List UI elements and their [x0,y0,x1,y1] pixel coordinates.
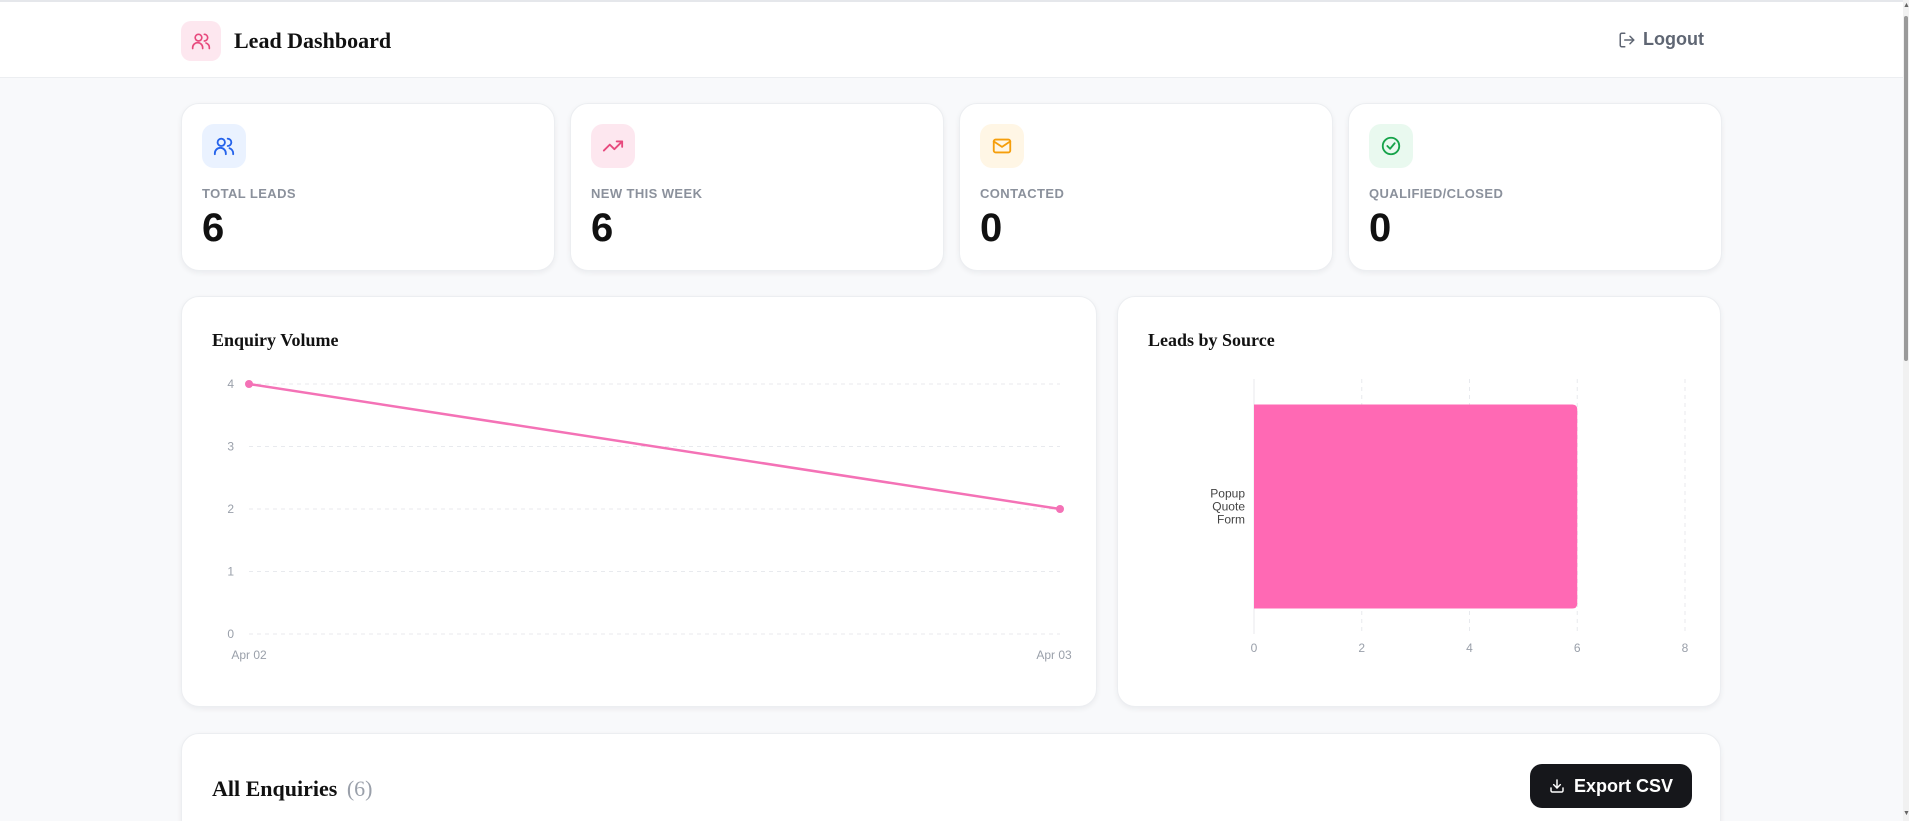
leads-by-source-chart: 0 2 4 6 8 Popup Quote Form [1210,379,1689,655]
category-label: Popup Quote Form [1210,487,1245,527]
category-label-line: Quote [1212,500,1245,514]
stat-card-new-this-week: NEW THIS WEEK 6 [570,103,944,271]
stat-value: 0 [1369,206,1392,250]
stat-label: QUALIFIED/CLOSED [1369,186,1504,201]
page-scrollbar[interactable]: ▲ ▼ [1903,0,1909,821]
y-tick-label: 0 [227,627,234,641]
x-tick-label: 8 [1682,641,1689,655]
mail-icon [980,124,1024,168]
trending-up-icon [591,124,635,168]
enquiry-volume-chart: 0 1 2 3 4 Apr 02 Apr 03 [227,377,1072,662]
stat-label: NEW THIS WEEK [591,186,703,201]
logout-label: Logout [1643,29,1704,49]
chart-title: Leads by Source [1148,330,1275,350]
stat-label: TOTAL LEADS [202,186,296,201]
export-csv-label: Export CSV [1573,775,1674,796]
export-csv-button[interactable]: Export CSV [1530,764,1692,808]
section-title: All Enquiries (6) [212,776,372,802]
section-title-text: All Enquiries [212,776,338,801]
enquiry-volume-card: Enquiry Volume 0 1 2 3 4 Apr 02 Apr 03 [181,296,1097,707]
x-tick-label: Apr 02 [231,648,267,662]
category-label-line: Form [1217,513,1245,527]
x-tick-label: 0 [1251,641,1258,655]
stat-card-total-leads: TOTAL LEADS 6 [181,103,555,271]
users-icon [202,124,246,168]
scroll-down-icon[interactable]: ▼ [1903,810,1909,817]
data-point[interactable] [1056,505,1064,513]
data-point[interactable] [245,380,253,388]
stat-card-qualified-closed: QUALIFIED/CLOSED 0 [1348,103,1722,271]
y-tick-label: 4 [227,377,234,391]
stat-value: 0 [980,206,1003,250]
logout-button[interactable]: Logout [1618,29,1704,50]
x-tick-label: 2 [1358,641,1365,655]
stat-card-contacted: CONTACTED 0 [959,103,1333,271]
leads-by-source-card: Leads by Source 0 2 4 6 8 Popup Quote Form [1117,296,1721,707]
brand: Lead Dashboard [181,21,391,61]
category-label-line: Popup [1210,487,1245,501]
download-icon [1550,779,1564,793]
scrollbar-thumb[interactable] [1904,16,1908,361]
series-line [248,382,1061,511]
bar[interactable] [1254,404,1578,609]
users-icon [181,21,221,61]
chart-title: Enquiry Volume [212,330,339,350]
scroll-up-icon[interactable]: ▲ [1903,2,1909,9]
enquiry-count: (6) [346,776,373,801]
y-tick-label: 1 [227,565,234,579]
stat-value: 6 [202,206,225,250]
y-tick-label: 3 [227,440,234,454]
logout-icon [1619,32,1635,47]
stat-label: CONTACTED [980,186,1065,201]
top-bar: Lead Dashboard Logout [0,0,1903,78]
x-tick-label: 6 [1574,641,1581,655]
y-tick-label: 2 [227,502,234,516]
stat-value: 6 [591,206,614,250]
page-title: Lead Dashboard [234,28,392,53]
x-tick-label: 4 [1466,641,1473,655]
x-tick-label: Apr 03 [1036,648,1072,662]
check-circle-icon [1369,124,1413,168]
all-enquiries-card: All Enquiries (6) Export CSV [181,733,1721,821]
